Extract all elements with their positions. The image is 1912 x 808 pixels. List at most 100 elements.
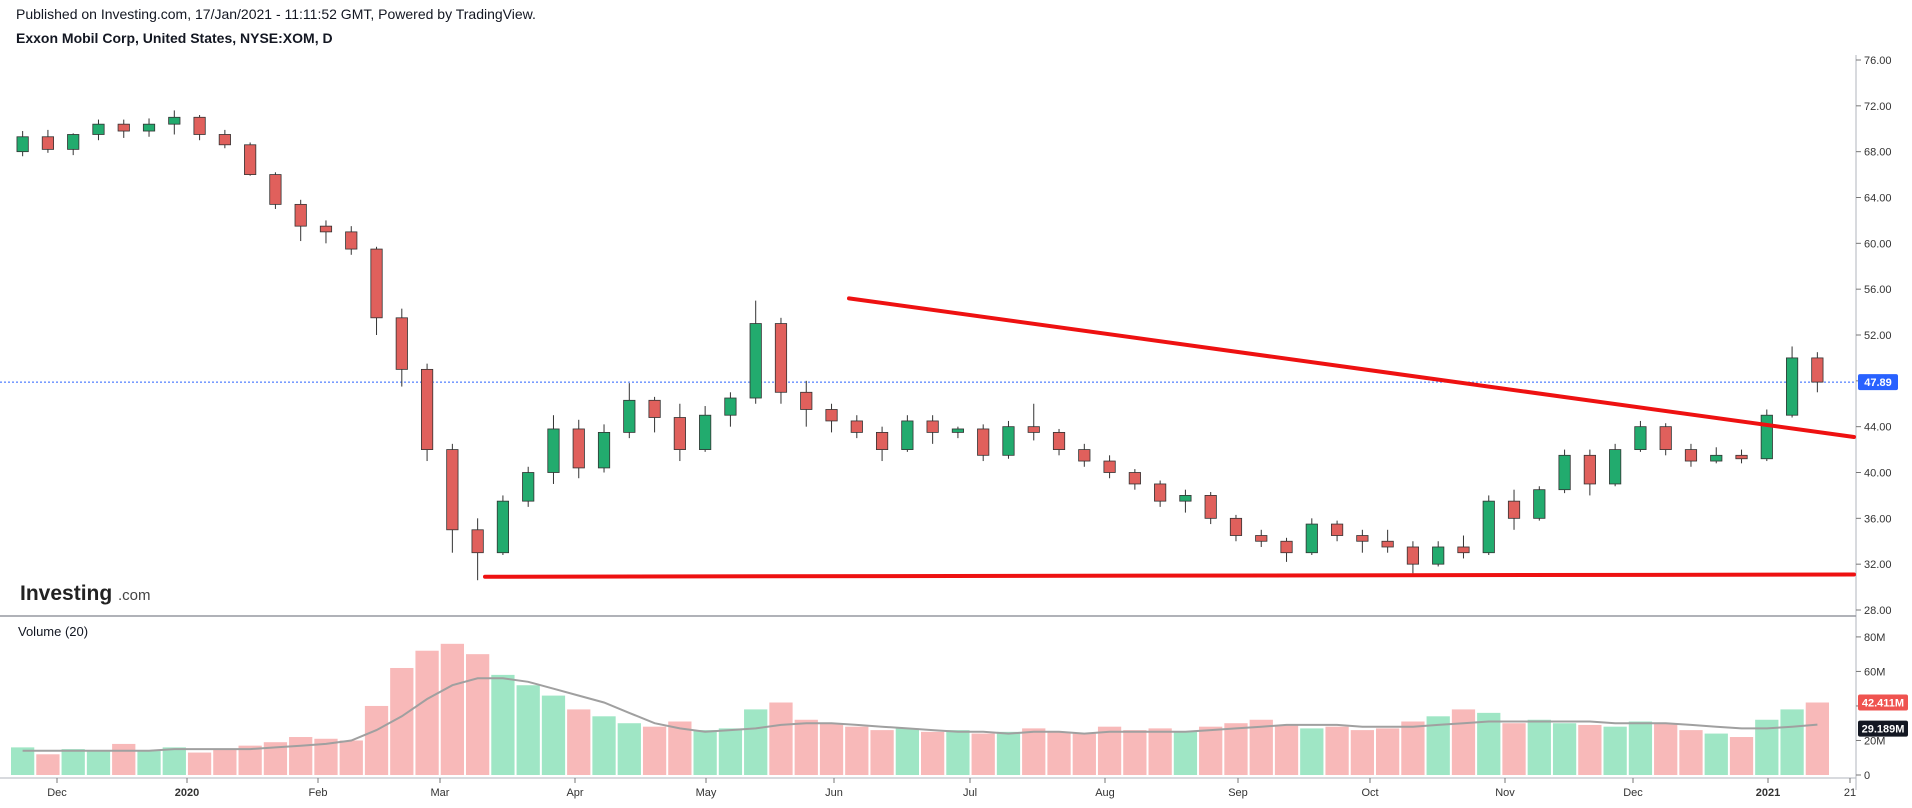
volume-bar [339,740,363,775]
descending-resistance-trendline [847,296,1856,439]
volume-bar [1729,737,1754,775]
volume-bar [1628,721,1653,775]
candle-body [572,428,585,469]
time-tick-label: Aug [1095,787,1115,799]
volume-bar [1173,731,1198,775]
candle-body [1229,517,1243,536]
volume-bar [1047,731,1071,775]
candle-body [1179,495,1192,502]
volume-bar [1426,716,1450,775]
candle-body [395,317,408,370]
volume-bar [769,702,793,775]
candlesticks [16,110,1824,581]
published-caption: Published on Investing.com, 17/Jan/2021 … [16,6,536,22]
candle-body [16,136,29,153]
candle-body [496,500,510,554]
symbol-title: Exxon Mobil Corp, United States, NYSE:XO… [16,30,333,46]
time-tick-label: Dec [1623,787,1643,799]
price-axis: 28.0032.0036.0040.0044.0048.0052.0056.00… [1856,55,1892,617]
candle-body [1330,523,1344,536]
time-tick-label: 2020 [175,787,199,799]
candle-body [977,428,990,456]
candle-body [41,136,55,150]
candle-body [1634,426,1647,450]
price-tick-label: 32.00 [1864,559,1892,571]
volume-bar [996,731,1021,775]
candle-body [850,420,863,433]
time-tick-label: Feb [309,787,328,799]
volume-bar [668,721,692,775]
volume-bar [1325,726,1349,775]
volume-tick-label: 60M [1864,666,1885,678]
last-price-label: 47.89 [1864,377,1892,389]
candle-body [1002,426,1015,456]
candle-body [1103,460,1116,473]
candle-body [1735,454,1748,460]
horizontal-support-trendline [483,572,1856,579]
price-tick-label: 28.00 [1864,605,1892,617]
candle-body [193,116,206,135]
volume-bar [1072,733,1096,775]
volume-bar [1755,719,1779,775]
time-tick-label: Jun [825,787,843,799]
volume-bar [1780,709,1804,775]
trendlines[interactable] [483,296,1856,579]
ma-value-label: 29.189M [1862,724,1905,736]
volume-bar [1022,728,1046,775]
candle-body [1154,483,1167,502]
candle-body [67,134,80,150]
candle-body [1356,535,1369,542]
last-volume-label: 42.411M [1862,698,1904,710]
volume-bar [592,716,616,775]
last-volume-badge: 42.411M [1858,694,1908,711]
candle-body [471,529,484,554]
candle-body [1457,546,1470,554]
candle-body [926,420,939,433]
volume-bar [819,723,844,775]
candle-body [825,409,838,422]
volume-bar [693,730,717,775]
price-tick-label: 60.00 [1864,238,1892,250]
time-tick-label: Apr [566,787,583,799]
volume-ma-line [22,677,1818,752]
candle-body [1533,489,1546,519]
candle-body [749,323,762,399]
candle-body [1432,546,1445,565]
volume-bar [440,643,464,775]
volume-bar [1477,712,1501,775]
volume-bar [364,705,389,775]
candle-body [1078,449,1091,462]
volume-bar [61,749,85,775]
last-price-badge: 47.89 [1858,374,1898,391]
price-tick-label: 36.00 [1864,513,1892,525]
candle-body [1052,431,1066,450]
candle-body [547,428,560,473]
candle-body [901,420,914,450]
candle-body [218,134,231,146]
ma-badge: 29.189M [1858,720,1908,737]
candle-body [724,397,737,416]
volume-tick-label: 20M [1864,735,1885,747]
volume-bar [845,726,869,775]
volume-bar [1527,719,1551,775]
time-tick-label: Mar [431,787,450,799]
volume-bar [617,723,641,775]
volume-bar [1148,728,1172,775]
candle-body [1558,454,1571,491]
candle-body [1027,426,1040,433]
volume-bar [1679,730,1703,775]
volume-tick-label: 80M [1864,632,1885,644]
volume-bars [11,643,1829,775]
volume-bar [213,749,237,775]
price-tick-label: 40.00 [1864,468,1892,480]
candle-body [370,248,383,319]
time-tick-label: Sep [1228,787,1248,799]
candle-body [875,431,889,450]
volume-bar [971,733,995,775]
volume-bar [946,730,970,775]
candle-body [1710,454,1723,462]
volume-bar [1805,702,1829,775]
price-tick-label: 56.00 [1864,284,1892,296]
volume-bar [870,730,894,775]
